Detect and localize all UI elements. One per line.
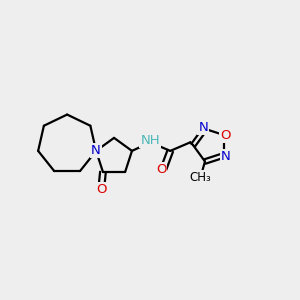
- Text: CH₃: CH₃: [190, 171, 211, 184]
- Text: O: O: [220, 129, 230, 142]
- Text: N: N: [198, 121, 208, 134]
- Text: O: O: [96, 183, 106, 196]
- Text: O: O: [156, 163, 166, 176]
- Text: N: N: [221, 150, 231, 163]
- Text: N: N: [91, 144, 101, 158]
- Text: NH: NH: [140, 134, 160, 147]
